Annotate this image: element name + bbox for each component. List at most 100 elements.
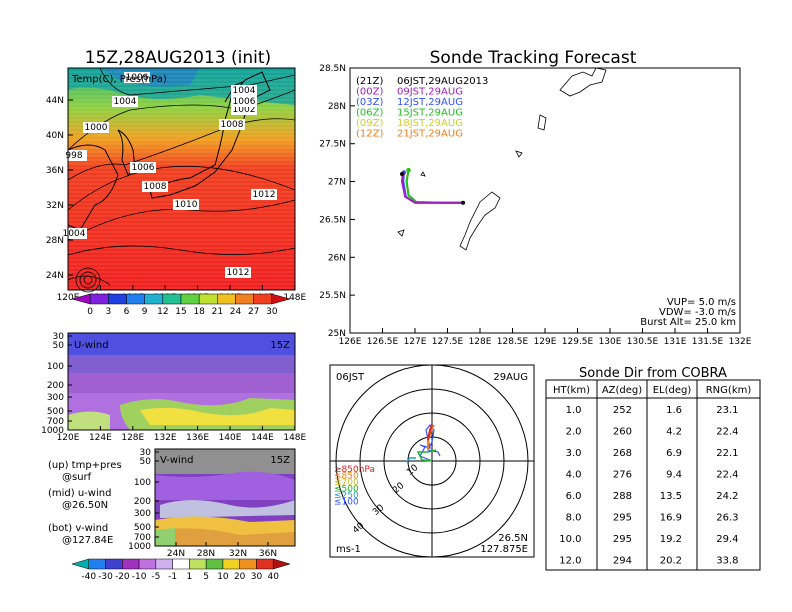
wind-colorbar-swatch: [222, 558, 240, 570]
v-x-label: 24N: [167, 549, 185, 559]
v-y-label: 500: [134, 523, 151, 533]
u-y-label: 1000: [41, 426, 64, 436]
track-lon-label: 129E: [534, 337, 557, 347]
v-y-label: 1000: [128, 542, 151, 552]
wind-colorbar-tick-label: -1: [168, 572, 177, 582]
colorbar-tick-label: 12: [157, 307, 168, 317]
colorbar-tick-label: 21: [212, 307, 223, 317]
colorbar-tick-label: 3: [105, 307, 111, 317]
u-x-label: 136E: [186, 433, 209, 443]
initial-position-marker: [400, 172, 404, 176]
map-lat-label: 36N: [46, 166, 64, 176]
table-cell: 6.0: [566, 491, 582, 502]
wind-colorbar-swatch: [205, 558, 224, 570]
wind-colorbar-swatch: [239, 558, 257, 570]
track-lon-label: 128.5E: [497, 337, 529, 347]
contour-label: 1000: [85, 123, 108, 133]
sonde-direction-table: HT(km) AZ(deg) EL(deg) RNG(km) 1.0 252 1.6 23.1…: [545, 379, 761, 571]
colorbar-swatch: [126, 293, 145, 305]
u-x-label: 120E: [57, 433, 80, 443]
map-lat-label: 24N: [46, 271, 64, 281]
okinawa-island: [459, 191, 501, 251]
table-cell: 295: [613, 534, 632, 545]
sonde-trajectories: [400, 168, 466, 205]
colorbar-swatch: [108, 293, 127, 305]
legend-note-line2: @26.50N: [62, 500, 108, 511]
legend-note-line1: (mid) u-wind: [48, 488, 111, 499]
v-y-label: 700: [134, 533, 151, 543]
legend-note-line1: (up) tmp+pres: [48, 460, 122, 471]
track-lon-label: 132E: [729, 337, 752, 347]
wind-colorbar-swatch: [189, 558, 207, 570]
contour-label: 1008: [144, 182, 167, 192]
colorbar-swatch: [271, 293, 291, 305]
track-lat-label: 28N: [328, 102, 346, 112]
table-cell: 2.0: [566, 427, 582, 438]
table-cell: 26.3: [716, 513, 738, 524]
polar-level-label: ≤500: [334, 485, 359, 495]
u-wind-time: 15Z: [270, 340, 290, 351]
u-wind-label: U-wind: [74, 340, 109, 351]
colorbar-swatch: [162, 293, 182, 305]
polar-level-label: ≤100: [334, 498, 359, 508]
polar-time-label: 06JST: [336, 372, 365, 383]
contour-label: 1006: [126, 73, 149, 83]
colorbar-tick-label: 0: [87, 307, 93, 317]
u-x-label: 144E: [251, 433, 274, 443]
colorbar-swatch: [144, 293, 164, 305]
track-legend-z: (09Z): [356, 118, 383, 129]
table-cell: 288: [613, 491, 632, 502]
wind-colorbar-swatch: [122, 558, 140, 570]
table-cell: 3.0: [566, 448, 582, 459]
map-lon-label: 148E: [283, 293, 306, 303]
launch-point-marker: [461, 200, 466, 205]
contour-label-box: [130, 162, 156, 173]
table-cell: 295: [613, 513, 632, 524]
wind-colorbar-swatch: [172, 558, 190, 570]
wind-colorbar-tick-label: -30: [98, 572, 113, 582]
polar-date-label: 29AUG: [493, 372, 528, 383]
table-cell: 29.4: [716, 534, 738, 545]
u-x-label: 140E: [219, 433, 242, 443]
u-y-label: 30: [53, 332, 65, 342]
wind-colorbar-tick-label: 30: [251, 572, 263, 582]
contour-label-box: [112, 96, 138, 107]
polar-location-lat: 26.5N: [498, 533, 528, 544]
v-x-label: 32N: [229, 549, 247, 559]
polar-level-label: ≤700: [334, 478, 359, 488]
legend-note-line2: @surf: [62, 472, 92, 483]
map-lat-label: 44N: [46, 96, 64, 106]
v-y-label: 100: [134, 478, 151, 488]
amami-islands: [559, 67, 607, 97]
trajectory-end-marker: [406, 168, 411, 173]
temperature-pressure-map: 1006100410009981002100410061008100610081…: [46, 67, 307, 303]
u-y-label: 700: [47, 417, 64, 427]
track-lat-label: 28.5N: [319, 64, 346, 74]
contour-label-box: [231, 104, 257, 115]
table-cell: 1.6: [666, 405, 682, 416]
track-lon-label: 131E: [664, 337, 687, 347]
u-y-label: 300: [47, 393, 64, 403]
track-legend-z: (06Z): [356, 108, 383, 119]
u-x-label: 128E: [121, 433, 144, 443]
track-param: VDW= -3.0 m/s: [659, 307, 736, 318]
colorbar-tick-label: 15: [175, 307, 186, 317]
contour-label: 1004: [114, 97, 137, 107]
colorbar-tick-label: 6: [124, 307, 130, 317]
table-cell: 10.0: [559, 534, 581, 545]
table-header-cell: HT(km): [553, 385, 590, 396]
wind-colorbar-swatch: [88, 558, 106, 570]
table-cell: 16.9: [660, 513, 682, 524]
china-coastline: [67, 144, 119, 231]
polar-unit: ms-1: [336, 544, 361, 555]
contour-label-box: [173, 199, 199, 210]
wind-colorbar-swatch: [272, 558, 291, 570]
track-lat-label: 25N: [328, 329, 346, 339]
japan-coastline: [149, 71, 271, 199]
wind-colorbar-swatch: [105, 558, 123, 570]
track-legend-jst: 06JST,29AUG2013: [397, 76, 488, 87]
table-cell: 6.9: [666, 448, 682, 459]
